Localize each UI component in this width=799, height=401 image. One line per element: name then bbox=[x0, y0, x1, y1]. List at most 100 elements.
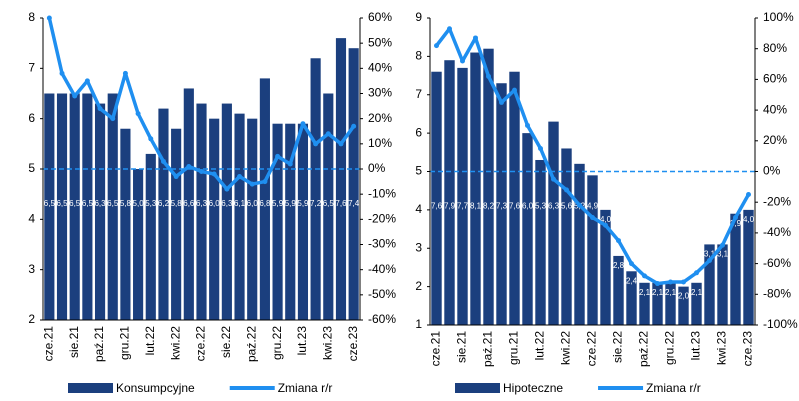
point bbox=[275, 153, 281, 159]
point bbox=[249, 181, 255, 187]
value-label: 6,0 bbox=[209, 199, 221, 208]
value-label: 6,5 bbox=[69, 199, 81, 208]
bar bbox=[107, 93, 118, 320]
bar bbox=[639, 282, 650, 325]
y-tick-label: 8 bbox=[415, 49, 422, 63]
x-tick-label: kwi.23 bbox=[320, 326, 334, 360]
bar bbox=[470, 52, 481, 325]
value-label: 2,8 bbox=[613, 261, 625, 270]
value-label: 2,1 bbox=[691, 288, 703, 297]
bar bbox=[82, 93, 93, 320]
y-tick-label: 2 bbox=[415, 279, 422, 293]
value-label: 3,9 bbox=[730, 219, 742, 228]
value-label: 5,8 bbox=[120, 199, 132, 208]
y2-tick-label: 20% bbox=[763, 133, 787, 147]
y2-tick-label: 40% bbox=[763, 102, 787, 116]
point bbox=[46, 15, 52, 21]
point bbox=[655, 281, 660, 287]
point bbox=[135, 111, 141, 117]
bar bbox=[221, 103, 232, 320]
bar bbox=[56, 93, 68, 320]
point bbox=[59, 70, 65, 76]
point bbox=[746, 192, 751, 198]
value-label: 5,8 bbox=[171, 199, 183, 208]
bar bbox=[704, 244, 715, 325]
value-label: 6,0 bbox=[247, 199, 259, 208]
y2-tick-label: 0% bbox=[368, 161, 386, 175]
bar bbox=[665, 282, 676, 325]
point bbox=[110, 116, 116, 122]
value-label: 5,9 bbox=[272, 199, 284, 208]
value-label: 5,0 bbox=[133, 199, 145, 208]
y2-tick-label: 40% bbox=[368, 61, 392, 75]
point bbox=[122, 70, 128, 76]
point bbox=[199, 169, 204, 175]
bar bbox=[626, 271, 637, 325]
bar bbox=[561, 148, 572, 325]
point bbox=[186, 163, 192, 169]
value-label: 7,3 bbox=[496, 202, 508, 211]
y2-tick-label: -30% bbox=[368, 237, 396, 251]
value-label: 2,4 bbox=[626, 276, 638, 285]
value-label: 2,0 bbox=[678, 292, 690, 301]
bar bbox=[483, 48, 494, 325]
y-tick-label: 3 bbox=[415, 240, 422, 254]
point bbox=[564, 187, 569, 193]
point bbox=[97, 106, 103, 112]
legend-label: Konsumpcyjne bbox=[116, 381, 195, 395]
point bbox=[486, 73, 491, 79]
point bbox=[603, 222, 608, 228]
point bbox=[287, 161, 293, 167]
point bbox=[211, 171, 217, 177]
legend-label: Hipoteczne bbox=[503, 381, 563, 395]
value-label: 7,6 bbox=[509, 202, 521, 211]
bar bbox=[717, 244, 728, 325]
x-tick-label: kwi.22 bbox=[168, 326, 182, 360]
value-label: 5,9 bbox=[285, 199, 297, 208]
x-tick-label: cze.21 bbox=[429, 331, 443, 367]
y2-tick-label: 80% bbox=[763, 41, 787, 55]
value-label: 7,2 bbox=[310, 199, 322, 208]
value-label: 8,1 bbox=[470, 202, 482, 211]
x-tick-label: cze.22 bbox=[585, 331, 599, 367]
value-label: 5,6 bbox=[561, 202, 573, 211]
y2-tick-label: 10% bbox=[368, 136, 392, 150]
value-label: 6,3 bbox=[548, 202, 560, 211]
value-label: 6,3 bbox=[196, 199, 208, 208]
y-tick-label: 6 bbox=[415, 125, 422, 139]
x-tick-label: sie.21 bbox=[455, 331, 469, 363]
value-label: 3,1 bbox=[704, 250, 716, 259]
x-tick-label: lut.23 bbox=[689, 331, 703, 361]
point bbox=[224, 186, 230, 192]
value-label: 4,0 bbox=[743, 215, 755, 224]
bar bbox=[730, 213, 741, 325]
bar bbox=[431, 71, 442, 325]
point bbox=[733, 215, 738, 221]
bar bbox=[678, 286, 689, 325]
point bbox=[160, 158, 166, 164]
bar bbox=[587, 175, 598, 325]
y-tick-label: 3 bbox=[28, 262, 35, 276]
bar bbox=[310, 58, 321, 321]
y2-tick-label: -80% bbox=[763, 286, 791, 300]
point bbox=[72, 93, 78, 99]
bar bbox=[247, 118, 258, 321]
point bbox=[473, 35, 478, 41]
value-label: 2,1 bbox=[665, 288, 677, 297]
y-tick-label: 7 bbox=[28, 61, 35, 75]
bar bbox=[120, 128, 131, 320]
point bbox=[629, 261, 634, 267]
value-label: 6,0 bbox=[522, 202, 534, 211]
point bbox=[313, 141, 319, 147]
bar bbox=[457, 67, 468, 325]
x-tick-label: paź.22 bbox=[637, 331, 651, 367]
bar bbox=[171, 128, 182, 320]
y-tick-label: 5 bbox=[415, 164, 422, 178]
x-tick-label: sie.22 bbox=[219, 326, 233, 358]
bar bbox=[158, 108, 169, 320]
bar bbox=[509, 71, 520, 325]
x-tick-label: paź.22 bbox=[244, 326, 258, 362]
x-tick-label: gru.22 bbox=[270, 326, 284, 360]
bar bbox=[94, 103, 106, 320]
point bbox=[148, 136, 154, 142]
